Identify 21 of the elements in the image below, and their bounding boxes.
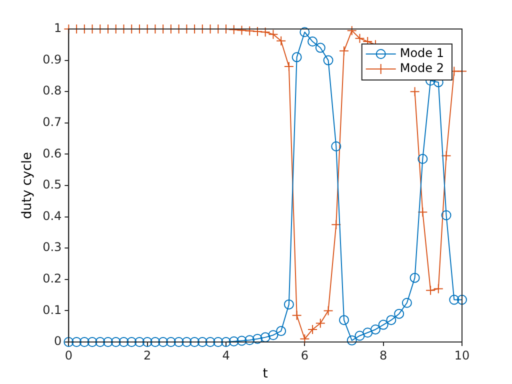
y-tick-label: 0.9 xyxy=(42,52,62,66)
x-axis-title: t xyxy=(262,366,268,382)
y-tick-label: 0.7 xyxy=(42,115,62,130)
legend-label: Mode 1 xyxy=(400,46,444,60)
x-tick-label: 0 xyxy=(64,348,73,362)
x-tick-label: 2 xyxy=(144,348,152,362)
y-tick-label: 0.2 xyxy=(42,272,62,286)
y-tick-label: 0 xyxy=(54,334,62,348)
x-tick-label: 4 xyxy=(222,348,230,362)
x-tick-label: 8 xyxy=(380,348,388,362)
y-tick-label: 0.6 xyxy=(42,146,62,160)
y-tick-label: 1 xyxy=(54,21,62,36)
x-tick-label: 10 xyxy=(454,348,470,362)
y-tick-label: 0.3 xyxy=(42,240,62,254)
y-tick-label: 0.4 xyxy=(42,208,62,223)
legend-label: Mode 2 xyxy=(400,61,444,76)
y-axis-title: duty cycle xyxy=(20,152,36,220)
y-tick-label: 0.5 xyxy=(42,178,62,192)
y-tick-label: 0.1 xyxy=(42,302,62,317)
y-tick-label: 0.8 xyxy=(42,84,62,98)
x-tick-label: 6 xyxy=(300,348,308,362)
